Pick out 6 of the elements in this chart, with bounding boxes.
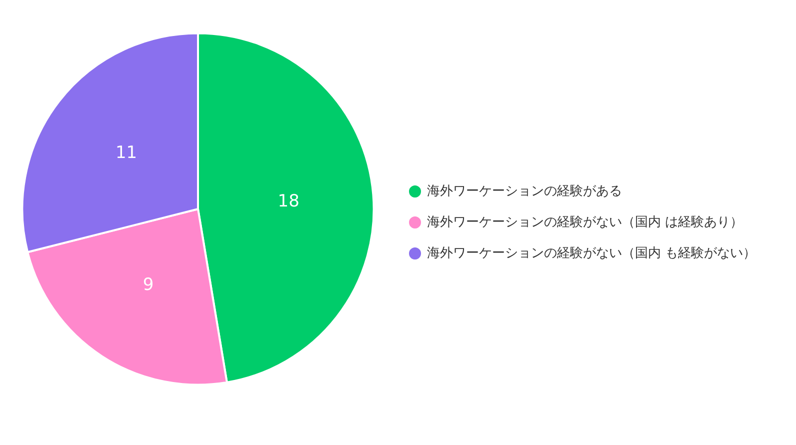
legend-label: 海外ワーケーションの経験がない（国内 も経験がない） [427,246,756,261]
data-label: 11 [115,143,138,164]
data-label: 9 [142,275,154,296]
data-label: 18 [278,191,300,212]
legend-label: 海外ワーケーションの経験がある [427,184,622,199]
legend-label: 海外ワーケーションの経験がない（国内 は経験あり） [427,215,744,230]
